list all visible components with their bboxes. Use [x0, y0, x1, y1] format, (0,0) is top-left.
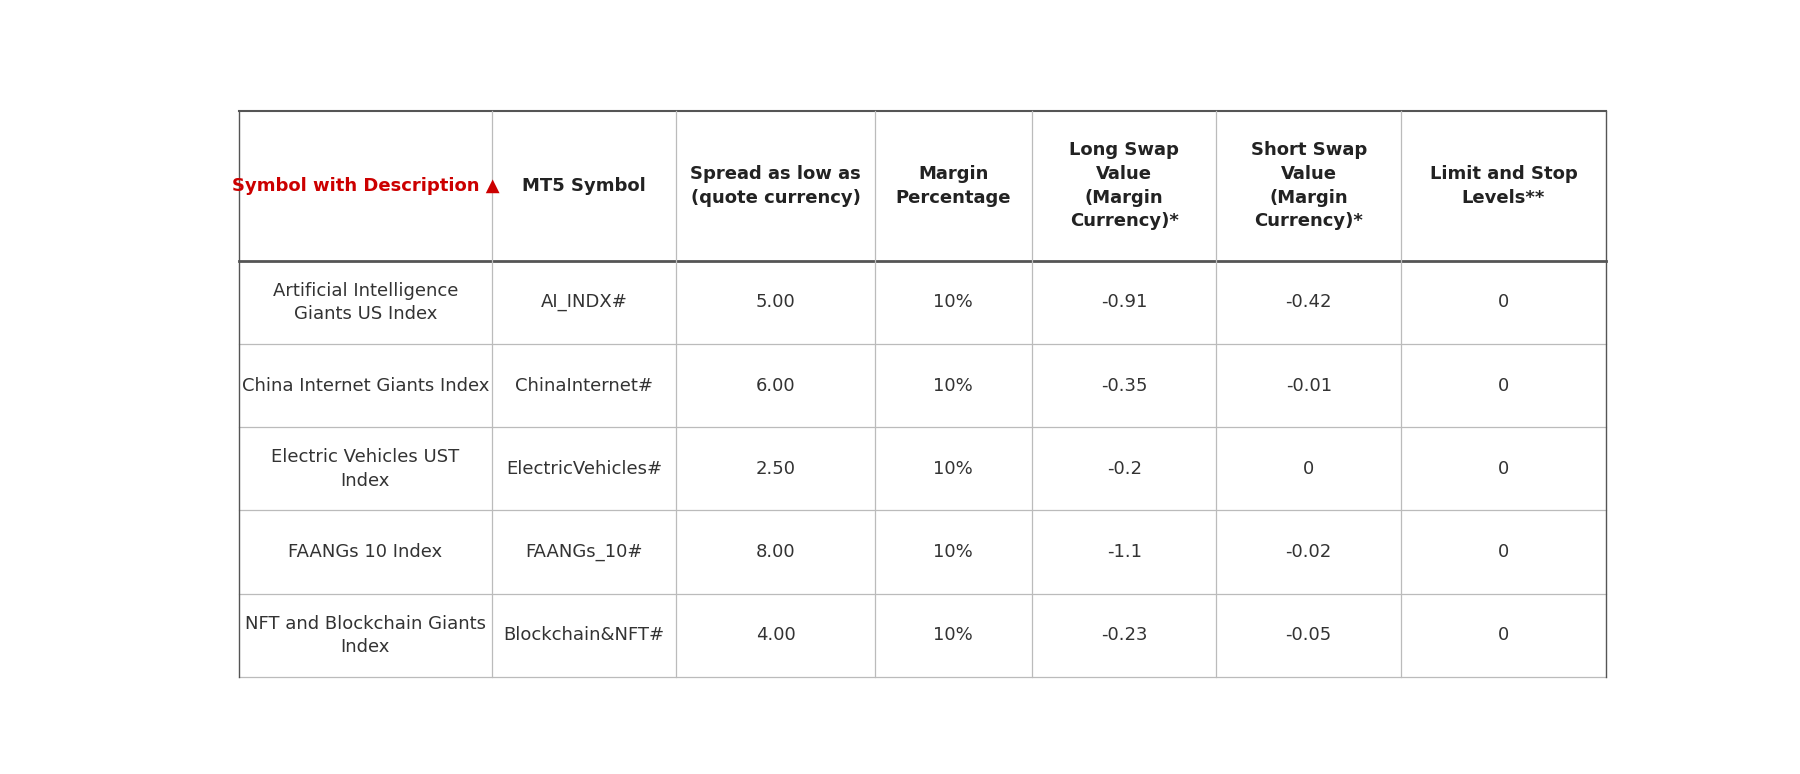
- Text: Long Swap
Value
(Margin
Currency)*: Long Swap Value (Margin Currency)*: [1069, 142, 1179, 230]
- Text: -0.2: -0.2: [1107, 460, 1141, 478]
- Text: 0: 0: [1498, 377, 1508, 395]
- Text: 0: 0: [1303, 460, 1314, 478]
- Text: Short Swap
Value
(Margin
Currency)*: Short Swap Value (Margin Currency)*: [1251, 142, 1366, 230]
- Text: NFT and Blockchain Giants
Index: NFT and Blockchain Giants Index: [245, 615, 486, 656]
- Text: -1.1: -1.1: [1107, 543, 1141, 561]
- Text: Artificial Intelligence
Giants US Index: Artificial Intelligence Giants US Index: [274, 282, 457, 324]
- Text: 10%: 10%: [934, 293, 974, 311]
- Text: 0: 0: [1498, 293, 1508, 311]
- Text: AI_INDX#: AI_INDX#: [540, 293, 628, 311]
- Text: -0.02: -0.02: [1285, 543, 1332, 561]
- Text: -0.35: -0.35: [1102, 377, 1147, 395]
- Text: -0.91: -0.91: [1102, 293, 1147, 311]
- Text: 5.00: 5.00: [756, 293, 796, 311]
- Text: Blockchain&NFT#: Blockchain&NFT#: [504, 626, 664, 644]
- Text: 0: 0: [1498, 543, 1508, 561]
- Text: FAANGs_10#: FAANGs_10#: [526, 543, 643, 561]
- Text: 4.00: 4.00: [756, 626, 796, 644]
- Text: Limit and Stop
Levels**: Limit and Stop Levels**: [1429, 165, 1577, 207]
- Text: MT5 Symbol: MT5 Symbol: [522, 176, 646, 195]
- Text: ElectricVehicles#: ElectricVehicles#: [506, 460, 662, 478]
- Text: 10%: 10%: [934, 626, 974, 644]
- Text: 10%: 10%: [934, 460, 974, 478]
- Text: 8.00: 8.00: [756, 543, 796, 561]
- Text: 0: 0: [1498, 460, 1508, 478]
- Text: -0.05: -0.05: [1285, 626, 1332, 644]
- Text: 10%: 10%: [934, 377, 974, 395]
- Text: 10%: 10%: [934, 543, 974, 561]
- Text: FAANGs 10 Index: FAANGs 10 Index: [288, 543, 443, 561]
- Text: -0.01: -0.01: [1285, 377, 1332, 395]
- Text: 6.00: 6.00: [756, 377, 796, 395]
- Text: Spread as low as
(quote currency): Spread as low as (quote currency): [689, 165, 860, 207]
- Text: Margin
Percentage: Margin Percentage: [896, 165, 1012, 207]
- Text: China Internet Giants Index: China Internet Giants Index: [241, 377, 490, 395]
- Text: Symbol with Description ▲: Symbol with Description ▲: [232, 176, 499, 195]
- Text: ChinaInternet#: ChinaInternet#: [515, 377, 653, 395]
- Text: -0.23: -0.23: [1102, 626, 1147, 644]
- Text: Electric Vehicles UST
Index: Electric Vehicles UST Index: [272, 448, 459, 490]
- Text: 0: 0: [1498, 626, 1508, 644]
- Text: -0.42: -0.42: [1285, 293, 1332, 311]
- Text: 2.50: 2.50: [756, 460, 796, 478]
